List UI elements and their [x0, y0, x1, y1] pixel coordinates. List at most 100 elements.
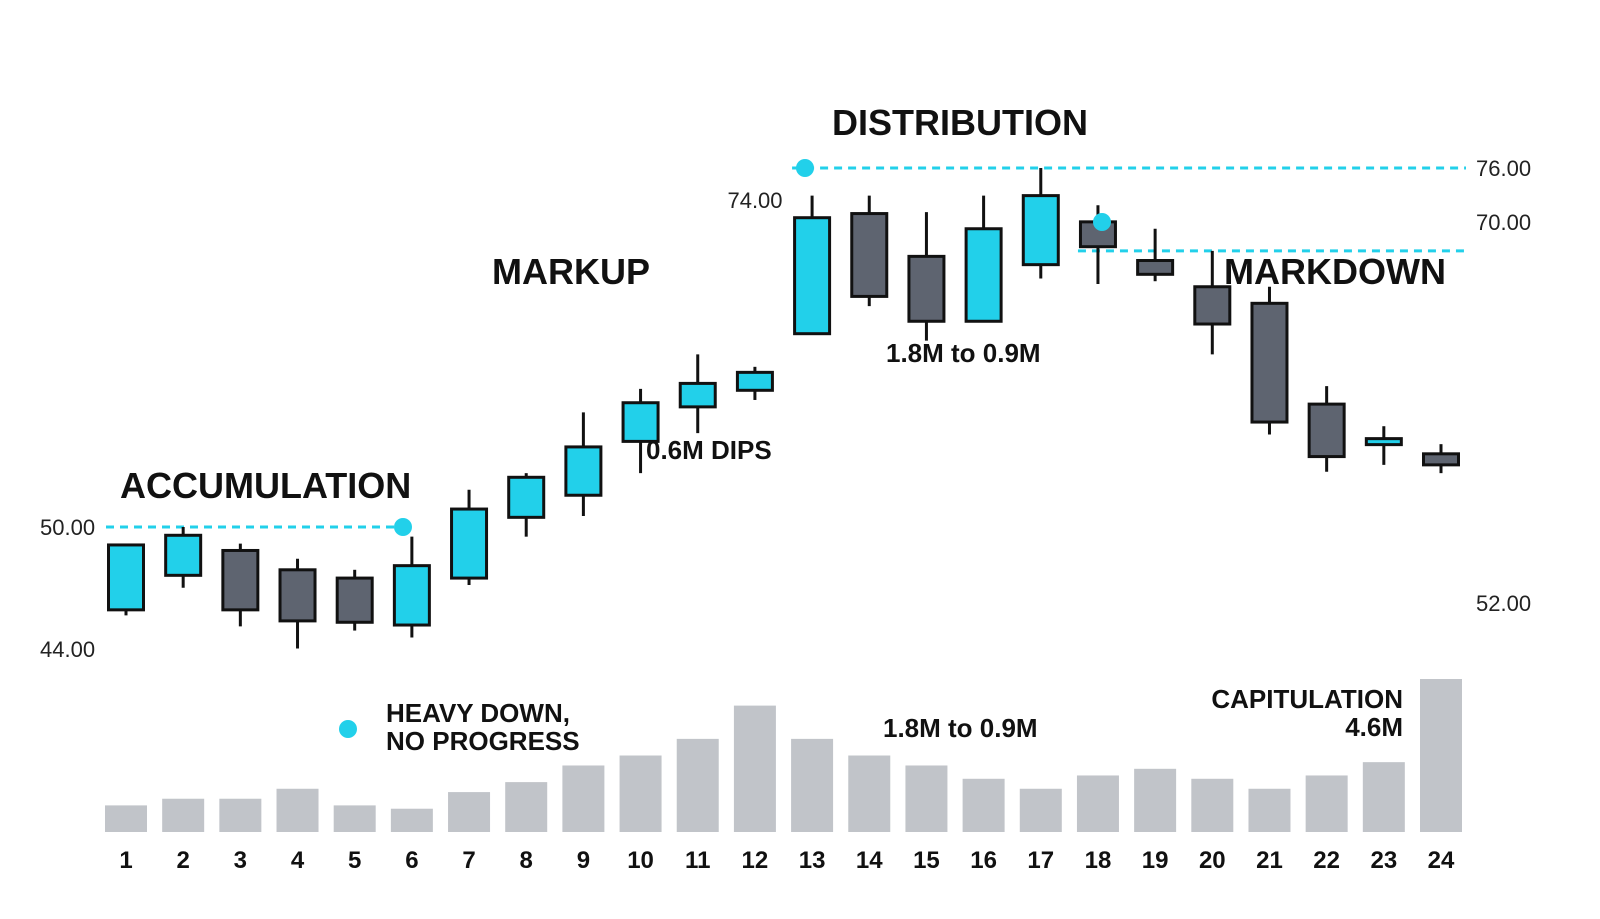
- volume-bar-5: [333, 805, 376, 832]
- candle-23: [1364, 426, 1403, 465]
- price-label-44: 44.00: [40, 637, 95, 662]
- x-axis-ticks: 1 2 3 4 5 6 7 8 9 10 11 12 13 14 15 16 17 18 19 20 21 22 23 24: [119, 847, 1455, 874]
- volume-bar-15: [905, 765, 948, 832]
- x-tick-label-20: 20: [1199, 847, 1226, 874]
- x-tick-label-24: 24: [1428, 847, 1455, 874]
- price-label-50: 50.00: [40, 515, 95, 540]
- candle-body-14: [850, 212, 889, 298]
- x-tick-label-18: 18: [1085, 847, 1112, 874]
- annotation-dips: 0.6M DIPS: [646, 435, 772, 465]
- volume-bar-10: [619, 755, 662, 832]
- price-label-70: 70.00: [1476, 210, 1531, 235]
- candle-body-21: [1250, 301, 1289, 424]
- candle-16: [964, 195, 1003, 323]
- candle-body-19: [1136, 259, 1175, 276]
- x-tick-label-7: 7: [462, 847, 475, 874]
- candle-body-16: [964, 227, 1003, 323]
- candle-body-2: [164, 533, 203, 577]
- annotation-distribution-volume: 1.8M to 0.9M: [886, 338, 1041, 368]
- volume-bar-17: [1019, 788, 1062, 832]
- candle-15: [907, 212, 946, 341]
- annotation-no-progress: NO PROGRESS: [386, 726, 580, 756]
- x-tick-label-12: 12: [742, 847, 769, 874]
- marker-dot-heavy-down: [339, 720, 357, 738]
- x-tick-label-8: 8: [520, 847, 533, 874]
- candle-22: [1307, 386, 1346, 472]
- x-tick-label-21: 21: [1256, 847, 1283, 874]
- x-tick-label-3: 3: [234, 847, 247, 874]
- annotation-capitulation-volume: 4.6M: [1345, 712, 1403, 742]
- volume-bar-7: [448, 792, 491, 832]
- volume-bars: [105, 679, 1462, 832]
- candle-body-17: [1021, 194, 1060, 267]
- candle-body-12: [735, 370, 774, 392]
- candle-2: [164, 527, 203, 588]
- x-tick-label-5: 5: [348, 847, 361, 874]
- x-tick-label-11: 11: [685, 847, 710, 874]
- price-label-76: 76.00: [1476, 156, 1531, 181]
- candle-body-20: [1193, 285, 1232, 326]
- candle-13: [793, 195, 832, 336]
- volume-bar-22: [1305, 775, 1348, 832]
- candle-body-1: [107, 543, 145, 612]
- candle-24: [1422, 444, 1460, 474]
- candle-20: [1193, 250, 1232, 355]
- volume-bar-11: [676, 738, 719, 832]
- volume-bar-16: [962, 778, 1005, 832]
- candle-12: [735, 366, 774, 400]
- marker-dot-76-level: [796, 159, 814, 177]
- volume-bar-12: [733, 705, 776, 832]
- candle-17: [1021, 168, 1060, 279]
- marker-dot-50-level: [394, 518, 412, 536]
- candle-body-6: [392, 564, 431, 627]
- price-label-52: 52.00: [1476, 591, 1531, 616]
- volume-bar-19: [1134, 768, 1177, 832]
- candle-19: [1136, 228, 1175, 282]
- marker-dot-70-level: [1093, 213, 1111, 231]
- candle-9: [564, 412, 603, 516]
- candle-body-8: [507, 475, 546, 519]
- candle-body-22: [1307, 402, 1346, 459]
- x-tick-label-23: 23: [1370, 847, 1397, 874]
- x-tick-label-6: 6: [405, 847, 418, 874]
- x-tick-label-2: 2: [176, 847, 189, 874]
- x-tick-label-22: 22: [1313, 847, 1340, 874]
- x-tick-label-13: 13: [799, 847, 826, 874]
- candle-body-10: [621, 401, 660, 443]
- x-tick-label-10: 10: [627, 847, 654, 874]
- candle-5: [335, 569, 374, 631]
- phase-label-markdown: MARKDOWN: [1224, 251, 1446, 292]
- volume-bar-2: [162, 798, 205, 832]
- phase-label-markup: MARKUP: [492, 251, 650, 292]
- volume-bar-21: [1248, 788, 1291, 832]
- candles: [107, 168, 1460, 649]
- x-tick-label-15: 15: [913, 847, 940, 874]
- candle-4: [278, 558, 317, 649]
- volume-bar-6: [390, 808, 433, 832]
- candle-body-5: [335, 576, 374, 624]
- volume-bar-14: [848, 755, 891, 832]
- candle-14: [850, 195, 889, 307]
- volume-bar-13: [791, 738, 834, 832]
- candle-7: [450, 489, 489, 585]
- annotation-volume-decline: 1.8M to 0.9M: [883, 713, 1038, 743]
- phase-labels: ACCUMULATION MARKUP DISTRIBUTION MARKDOW…: [120, 102, 1446, 506]
- volume-bar-20: [1191, 778, 1234, 832]
- level-lines: [106, 166, 1466, 529]
- candle-body-23: [1364, 437, 1403, 447]
- candle-10: [621, 388, 660, 474]
- volume-bar-1: [105, 805, 147, 832]
- candle-body-4: [278, 568, 317, 623]
- candle-8: [507, 473, 546, 537]
- x-tick-label-14: 14: [856, 847, 883, 874]
- x-tick-label-4: 4: [291, 847, 305, 874]
- phase-label-distribution: DISTRIBUTION: [832, 102, 1088, 143]
- price-label-74: 74.00: [727, 188, 782, 213]
- x-tick-label-19: 19: [1142, 847, 1169, 874]
- candle-body-9: [564, 445, 603, 497]
- marker-dots: [339, 159, 1111, 738]
- volume-bar-3: [219, 798, 262, 832]
- candle-21: [1250, 286, 1289, 435]
- volume-bar-8: [505, 782, 548, 832]
